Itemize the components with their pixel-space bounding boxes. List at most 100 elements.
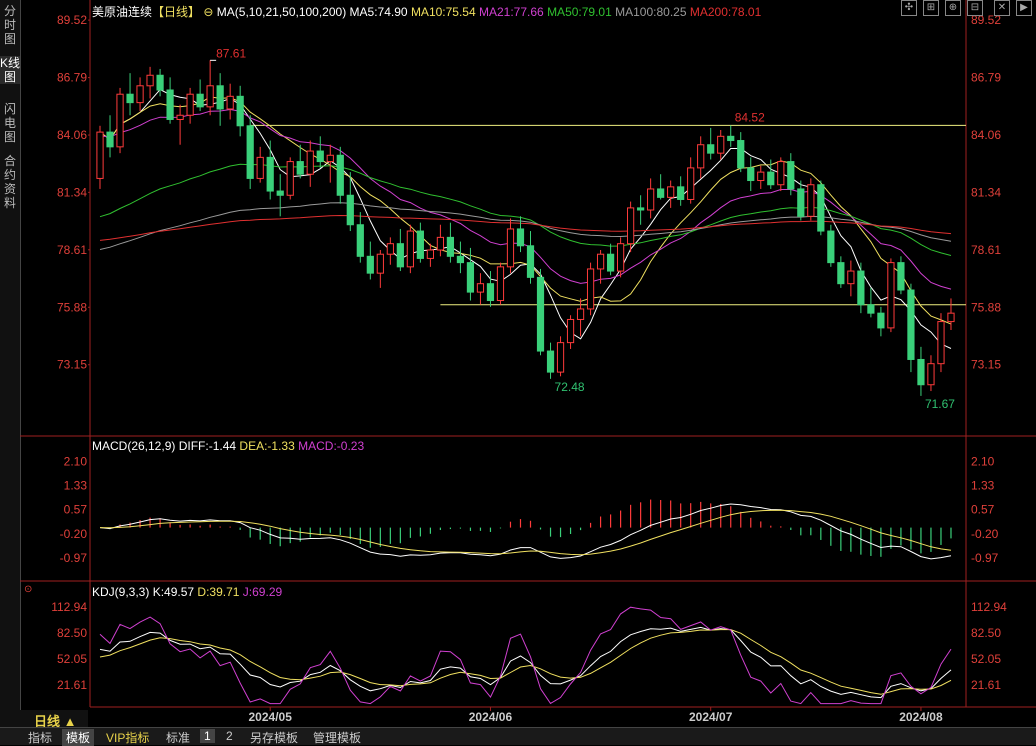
macd-tick-label: 1.33 [64, 479, 88, 493]
candle-body [156, 74, 164, 91]
macd-diff-line [99, 503, 952, 560]
kdj-settings-icon[interactable]: ⊙ [24, 584, 33, 595]
kdj-j: J:69.29 [242, 585, 283, 599]
tab-vip-indicator[interactable]: VIP指标 [106, 731, 150, 745]
candle-body [276, 190, 284, 196]
ma5-value: MA5:74.90 [349, 5, 408, 19]
date-tick-label: 2024/06 [469, 710, 513, 724]
price-tick-label: 73.15 [971, 358, 1001, 372]
candle-body [356, 224, 364, 257]
side-tab-timeshare[interactable]: 分时图 [0, 4, 20, 46]
candle-body [396, 243, 404, 268]
settings-icon[interactable]: ⊖ [203, 5, 214, 19]
close-icon[interactable]: ✕ [994, 0, 1010, 16]
side-tab-contract[interactable]: 合约资料 [0, 154, 20, 210]
tab-indicator[interactable]: 指标 [28, 731, 53, 745]
fit-icon[interactable]: ⊞ [923, 0, 939, 16]
candle-body [206, 85, 214, 108]
candle-body [937, 321, 945, 365]
macd-dea: DEA:-1.33 [239, 439, 295, 453]
candle-body [697, 144, 705, 169]
macd-tick-label: 0.57 [64, 503, 88, 517]
candle-body [857, 270, 865, 306]
candle-body [416, 230, 424, 259]
candle-body [236, 95, 244, 127]
price-tick-label: 84.06 [57, 128, 87, 142]
candle-body [176, 114, 184, 120]
candle-body [96, 131, 104, 179]
ma21-value: MA21:77.66 [479, 5, 544, 19]
candle-body [767, 171, 775, 186]
tab-page-1[interactable]: 1 [200, 729, 215, 743]
price-tick-label: 75.88 [57, 300, 87, 314]
price-tick-label: 86.79 [57, 71, 87, 85]
price-tick-label: 86.79 [971, 71, 1001, 85]
candle-body [266, 156, 274, 192]
candle-body [887, 262, 895, 329]
kdj-tick-label: 21.61 [57, 678, 87, 692]
candle-body [907, 289, 915, 360]
kdj-tick-label: 52.05 [971, 652, 1001, 666]
candle-body [917, 358, 925, 386]
candle-body [677, 186, 685, 200]
zoom-out-icon[interactable]: ⊟ [967, 0, 983, 16]
candle-body [757, 171, 765, 182]
candle-body [667, 186, 675, 198]
candle-body [316, 150, 324, 163]
macd-tick-label: -0.97 [60, 551, 88, 565]
high-annotation: 84.52 [735, 110, 765, 124]
candle-body [657, 188, 665, 198]
candle-body [476, 283, 485, 293]
candle-body [877, 312, 885, 329]
chart-area[interactable]: 89.52 89.52 86.79 86.79 84.06 84.06 81.34 81.34… [20, 0, 1036, 727]
price-tick-label: 75.88 [971, 300, 1001, 314]
date-tick-label: 2024/05 [249, 710, 293, 724]
save-template-button[interactable]: 另存模板 [250, 731, 299, 745]
candle-body [166, 89, 174, 120]
ma-params: MA(5,10,21,50,100,200) [216, 5, 347, 19]
date-tick-label: 2024/08 [899, 710, 943, 724]
price-tick-label: 73.15 [57, 358, 87, 372]
price-tick-label: 89.52 [971, 13, 1001, 27]
candle-body [126, 93, 134, 104]
side-tab-label: K线图 [0, 56, 21, 84]
candle-body [136, 85, 144, 104]
candle-body [737, 140, 745, 169]
candle-body [827, 230, 835, 264]
candle-body [496, 266, 505, 302]
candle-body [506, 228, 515, 268]
zoom-in-icon[interactable]: ⊕ [945, 0, 961, 16]
candle-body [296, 161, 304, 175]
candle-body [707, 144, 715, 154]
candle-body [947, 312, 955, 323]
kdj-header: KDJ(9,3,3) K:49.57 D:39.71 J:69.29 [92, 585, 282, 599]
crosshair-icon[interactable]: ✣ [901, 0, 917, 16]
macd-tick-label: -0.20 [60, 527, 88, 541]
kdj-d: D:39.71 [197, 585, 240, 599]
manage-template-button[interactable]: 管理模板 [313, 731, 362, 745]
candle-body [606, 253, 615, 272]
ma200-value: MA200:78.01 [689, 5, 762, 19]
kdj-tick-label: 82.50 [971, 626, 1001, 640]
tab-page-2[interactable]: 2 [226, 729, 233, 743]
kdj-d-line [99, 629, 952, 695]
side-tab-flash[interactable]: 闪电图 [0, 102, 20, 144]
tab-template[interactable]: 模板 [62, 729, 95, 746]
side-tab-label: 闪电图 [3, 102, 16, 144]
scroll-right-icon[interactable]: ▶ [1016, 0, 1032, 16]
side-tab-kline[interactable]: K线图 [0, 56, 20, 84]
macd-diff: DIFF:-1.44 [178, 439, 237, 453]
candle-body [787, 161, 795, 190]
candle-body [216, 85, 224, 110]
candle-body [927, 363, 935, 386]
price-tick-label: 89.52 [57, 13, 87, 27]
macd-tick-label: 2.10 [971, 454, 995, 468]
tab-standard[interactable]: 标准 [166, 731, 191, 745]
candle-body [466, 262, 475, 293]
candle-body [596, 253, 605, 270]
side-tab-bar: 分时图 K线图 闪电图 合约资料 [0, 0, 21, 727]
bottom-toolbar: 指标 模板 VIP指标 标准 1 2 另存模板 管理模板 [0, 727, 1036, 746]
kdj-tick-label: 21.61 [971, 678, 1001, 692]
low-annotation: 72.48 [555, 380, 585, 394]
period-selector[interactable]: 日线 ▲ [0, 710, 88, 729]
